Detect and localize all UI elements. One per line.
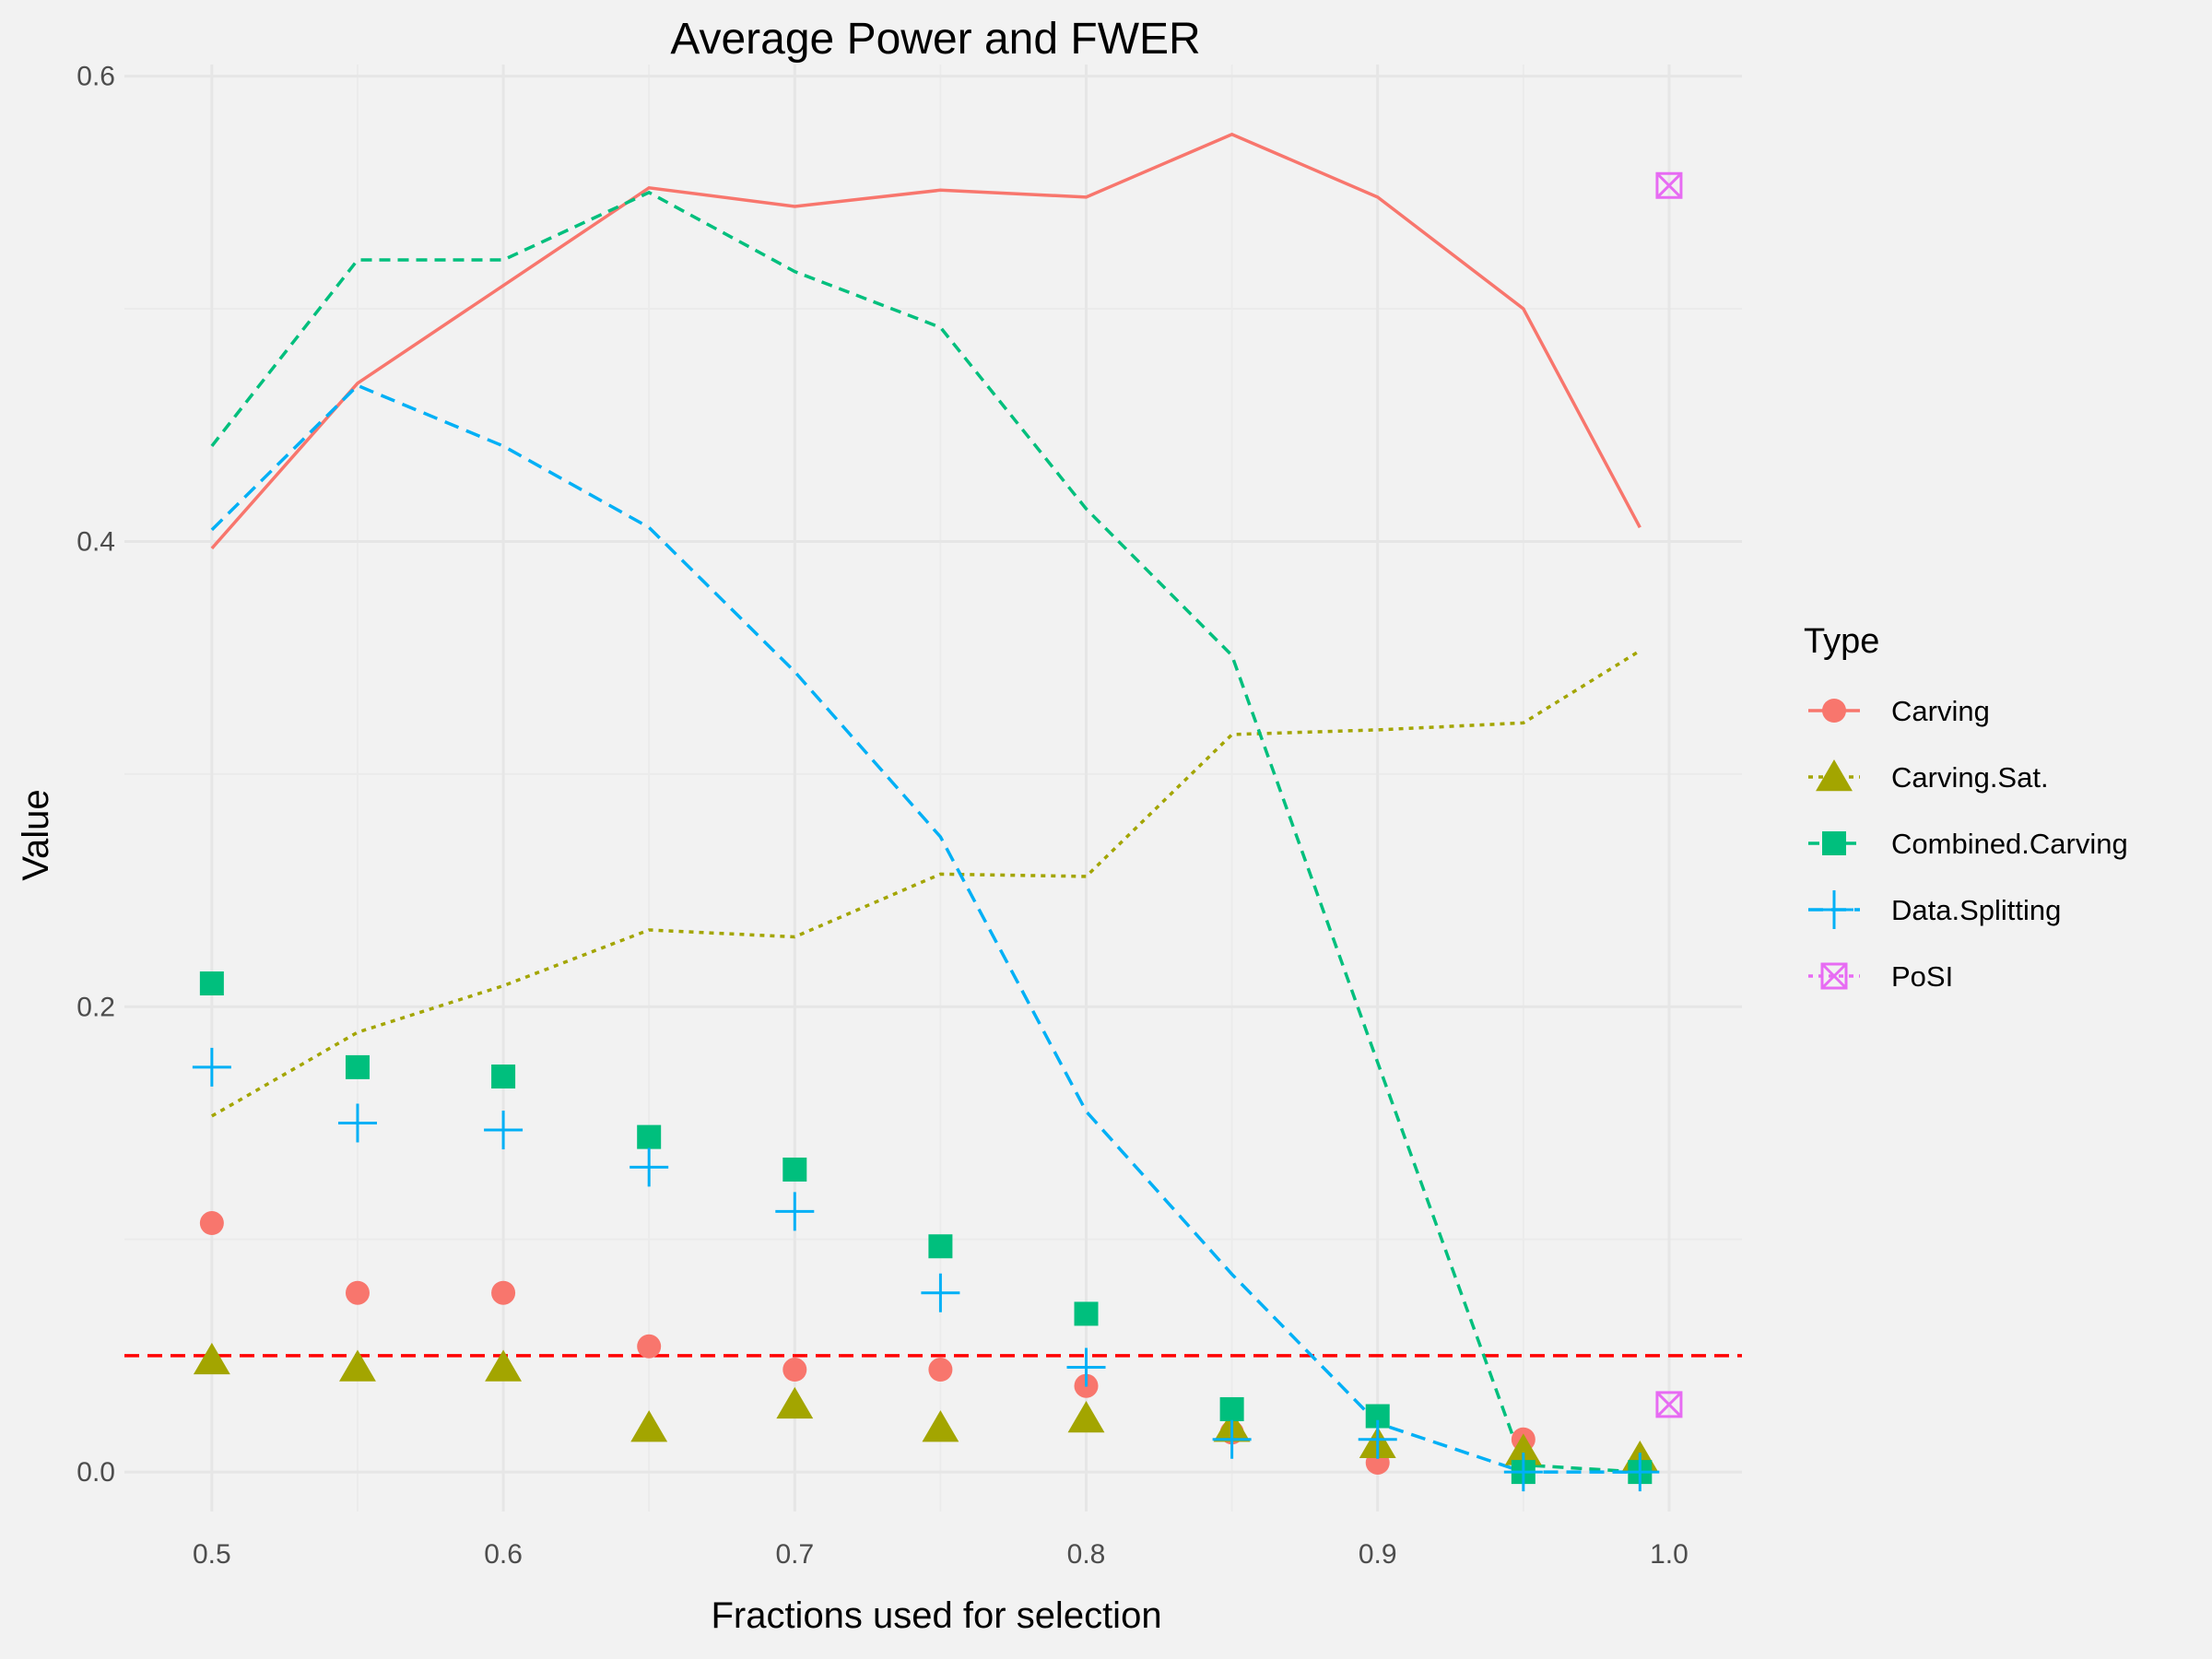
x-tick-label: 0.8 bbox=[1067, 1539, 1106, 1570]
point-combined-carving bbox=[199, 971, 224, 996]
series-line-data-splitting bbox=[210, 383, 1641, 1474]
legend-item-carving-sat-: Carving.Sat. bbox=[1808, 759, 2049, 794]
legend-label: Combined.Carving bbox=[1891, 828, 2128, 860]
y-axis-title: Value bbox=[16, 789, 56, 880]
y-axis-ticks: 0.0 0.2 0.4 0.6 bbox=[76, 62, 115, 1488]
point-carving-sat- bbox=[630, 1410, 668, 1442]
x-axis-title: Fractions used for selection bbox=[711, 1595, 1161, 1636]
legend-label: Data.Splitting bbox=[1891, 894, 2061, 926]
point-posi bbox=[1655, 171, 1683, 199]
point-data-splitting bbox=[192, 1047, 231, 1087]
point-carving bbox=[199, 1211, 224, 1236]
legend-key-marker bbox=[1822, 699, 1846, 723]
legend-label: PoSI bbox=[1891, 960, 1953, 993]
point-data-splitting bbox=[775, 1192, 815, 1231]
point-carving-sat- bbox=[339, 1349, 376, 1382]
series-line-combined-carving bbox=[210, 190, 1641, 1474]
grid bbox=[124, 65, 1742, 1512]
series-points-layer bbox=[192, 171, 1683, 1492]
point-data-splitting bbox=[1503, 1453, 1543, 1492]
point-data-splitting bbox=[1212, 1419, 1252, 1459]
point-data-splitting bbox=[1066, 1347, 1106, 1387]
legend-key-marker bbox=[1815, 890, 1853, 929]
legend: Type Carving Carving.Sat. Combined.Carving… bbox=[1804, 622, 2128, 993]
legend-key-marker bbox=[1822, 831, 1846, 855]
point-carving bbox=[637, 1334, 662, 1359]
legend-item-data-splitting: Data.Splitting bbox=[1808, 890, 2061, 929]
x-tick-label: 1.0 bbox=[1650, 1539, 1688, 1570]
y-tick-label: 0.6 bbox=[76, 62, 115, 92]
point-carving bbox=[491, 1280, 516, 1305]
point-combined-carving bbox=[637, 1124, 662, 1149]
point-data-splitting bbox=[484, 1111, 524, 1150]
x-tick-label: 0.7 bbox=[775, 1539, 814, 1570]
x-tick-label: 0.6 bbox=[484, 1539, 523, 1570]
point-combined-carving bbox=[1074, 1301, 1099, 1326]
point-combined-carving bbox=[782, 1157, 807, 1182]
series-lines-layer bbox=[210, 132, 1641, 1474]
legend-item-carving: Carving bbox=[1808, 695, 1990, 727]
legend-label: Carving bbox=[1891, 695, 1990, 727]
point-carving bbox=[345, 1280, 370, 1305]
series-line-carving-sat- bbox=[210, 649, 1641, 1118]
point-carving-sat- bbox=[922, 1410, 959, 1442]
y-tick-label: 0.0 bbox=[76, 1457, 115, 1488]
x-tick-label: 0.5 bbox=[193, 1539, 231, 1570]
legend-title: Type bbox=[1804, 622, 1879, 661]
point-carving bbox=[782, 1358, 807, 1382]
legend-key-marker bbox=[1816, 759, 1853, 792]
point-data-splitting bbox=[629, 1147, 669, 1187]
point-posi bbox=[1655, 1391, 1683, 1418]
point-carving-sat- bbox=[776, 1386, 814, 1419]
point-combined-carving bbox=[928, 1234, 953, 1259]
point-combined-carving bbox=[1219, 1396, 1244, 1421]
x-tick-label: 0.9 bbox=[1359, 1539, 1397, 1570]
point-carving-sat- bbox=[1504, 1433, 1542, 1465]
legend-items: Carving Carving.Sat. Combined.Carving Data.… bbox=[1808, 695, 2128, 993]
point-data-splitting bbox=[337, 1103, 377, 1143]
y-tick-label: 0.4 bbox=[76, 526, 115, 557]
point-data-splitting bbox=[921, 1273, 960, 1312]
series-line-carving bbox=[210, 132, 1641, 550]
legend-label: Carving.Sat. bbox=[1891, 761, 2049, 794]
legend-item-posi: PoSI bbox=[1808, 960, 1953, 993]
x-axis-ticks: 0.5 0.6 0.7 0.8 0.9 1.0 bbox=[193, 1539, 1688, 1570]
y-tick-label: 0.2 bbox=[76, 992, 115, 1022]
point-carving-sat- bbox=[193, 1342, 230, 1375]
legend-key-marker bbox=[1820, 962, 1848, 990]
point-combined-carving bbox=[491, 1064, 516, 1088]
point-data-splitting bbox=[1358, 1419, 1397, 1459]
legend-item-combined-carving: Combined.Carving bbox=[1808, 828, 2128, 860]
point-carving-sat- bbox=[485, 1349, 523, 1382]
point-carving-sat- bbox=[1067, 1401, 1105, 1433]
point-combined-carving bbox=[345, 1054, 370, 1079]
point-data-splitting bbox=[1620, 1453, 1660, 1492]
point-carving bbox=[928, 1358, 953, 1382]
chart-title: Average Power and FWER bbox=[670, 15, 1200, 64]
